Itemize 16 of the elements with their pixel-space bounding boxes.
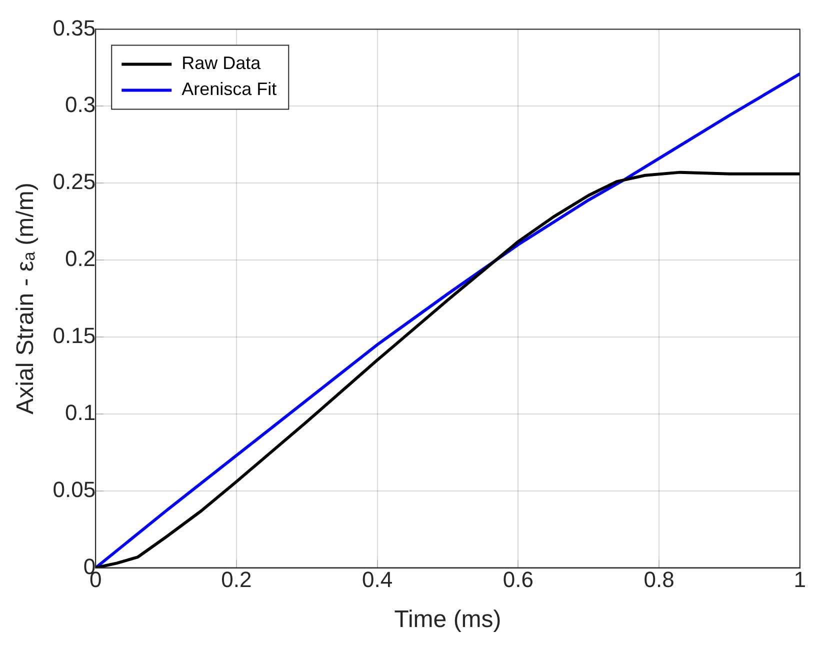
legend-label: Arenisca Fit bbox=[182, 79, 277, 100]
y-tick-label: 0.1 bbox=[65, 400, 96, 425]
y-tick-label: 0.25 bbox=[52, 169, 96, 194]
x-tick-label: 0.4 bbox=[362, 567, 393, 592]
y-tick-label: 0.35 bbox=[52, 15, 96, 40]
x-tick-label: 0.6 bbox=[502, 567, 534, 592]
x-tick-label: 0.2 bbox=[221, 567, 252, 592]
x-tick-label: 1 bbox=[794, 567, 806, 592]
y-tick-label: 0.15 bbox=[52, 323, 96, 348]
y-tick-label: 0.3 bbox=[65, 92, 96, 118]
y-tick-label: 0.05 bbox=[52, 476, 96, 502]
x-tick-label: 0.8 bbox=[644, 567, 674, 592]
legend-label: Raw Data bbox=[182, 53, 262, 74]
x-axis-title: Time (ms) bbox=[394, 606, 502, 634]
y-tick-label: 0.2 bbox=[65, 246, 96, 272]
y-axis-title: Axial Strain - εₐ (m/m) bbox=[12, 182, 40, 414]
